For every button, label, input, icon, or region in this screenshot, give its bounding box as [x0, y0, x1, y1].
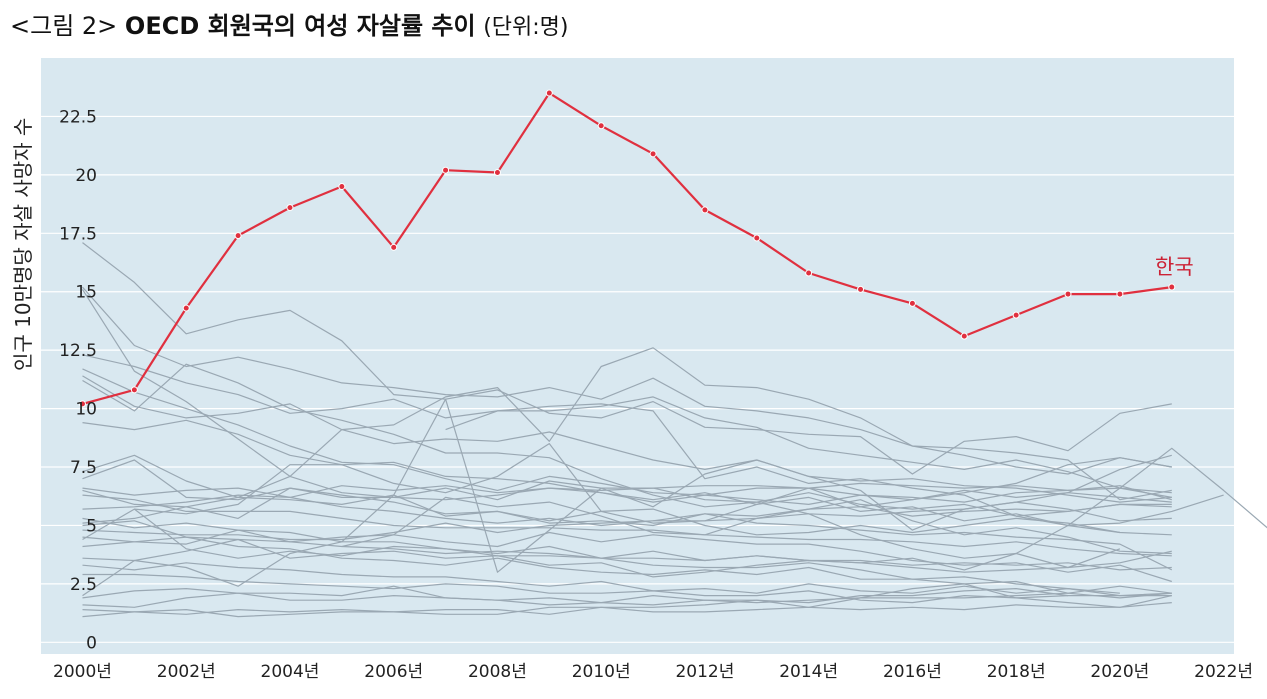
country-line [82, 536, 1172, 594]
plot-background [41, 58, 1234, 654]
korea-point [78, 400, 86, 408]
x-tick-label: 2008년 [468, 662, 527, 682]
y-tick-label: 0 [86, 633, 97, 653]
country-line [82, 482, 1172, 510]
y-tick-label: 5 [86, 516, 97, 536]
korea-point [649, 150, 657, 158]
country-line [82, 419, 1172, 536]
korea-point [701, 206, 709, 214]
country-line [82, 354, 1172, 494]
country-line [82, 503, 1172, 541]
korea-point [1064, 290, 1072, 298]
x-tick-label: 2018년 [987, 662, 1046, 682]
country-line [82, 494, 1172, 557]
y-tick-label: 15 [75, 283, 97, 303]
x-tick-label: 2010년 [572, 662, 631, 682]
korea-point [182, 304, 190, 312]
y-tick-label: 20 [75, 166, 97, 186]
y-tick-label: 2.5 [70, 575, 97, 595]
korea-point [338, 183, 346, 191]
korea-point [857, 285, 865, 293]
korea-point [390, 243, 398, 251]
korea-point [286, 204, 294, 212]
country-line [82, 529, 1120, 594]
y-tick-label: 7.5 [70, 458, 97, 478]
country-line [82, 587, 1172, 618]
country-line [82, 487, 1172, 524]
y-tick-label: 12.5 [59, 341, 97, 361]
korea-point [908, 299, 916, 307]
x-tick-label: 2002년 [157, 662, 216, 682]
x-tick-label: 2016년 [883, 662, 942, 682]
country-line [82, 602, 1172, 615]
x-tick-label: 2000년 [53, 662, 112, 682]
country-line [82, 242, 1172, 475]
korea-point [234, 232, 242, 240]
unit-label: (단위:명) [483, 15, 569, 40]
country-line [445, 403, 1224, 527]
y-tick-label: 22.5 [59, 107, 97, 127]
korea-point [130, 386, 138, 394]
x-tick-label: 2006년 [364, 662, 423, 682]
korea-point [597, 122, 605, 130]
country-line [134, 443, 1121, 536]
country-line [82, 457, 1172, 524]
country-line [82, 489, 1173, 571]
x-tick-label: 2014년 [779, 662, 838, 682]
korea-point [545, 89, 553, 97]
korea-point [960, 332, 968, 340]
title-text: OECD 회원국의 여성 자살률 추이 [124, 12, 476, 40]
country-line [82, 508, 1172, 571]
y-axis-ticks: 0 2.5 5 7.5 10 12.5 15 17.5 20 22.5 [59, 107, 97, 653]
x-tick-label: 2022년 [1194, 662, 1253, 682]
korea-point [1168, 283, 1176, 291]
y-axis-label: 인구 10만명당 자살 사망자 수 [11, 118, 35, 371]
korea-point [493, 169, 501, 177]
country-line [82, 583, 1069, 608]
country-line [82, 520, 1172, 571]
x-tick-label: 2020년 [1090, 662, 1149, 682]
y-tick-label: 17.5 [59, 224, 97, 244]
y-tick-label: 10 [75, 400, 97, 420]
x-tick-label: 2004년 [261, 662, 320, 682]
country-line [82, 286, 1172, 475]
korea-series [78, 89, 1176, 408]
korea-series-label: 한국 [1155, 255, 1194, 279]
country-line [81, 289, 1172, 501]
other-countries-lines [81, 242, 1267, 618]
country-line [82, 592, 1172, 608]
korea-line [82, 91, 1172, 405]
x-tick-label: 2012년 [675, 662, 734, 682]
figure-label: <그림 2> [10, 12, 118, 40]
x-axis-ticks: 2000년 2002년 2004년 2006년 2008년 2010년 2012년 2014년… [53, 662, 1253, 682]
korea-point [442, 166, 450, 174]
korea-point [753, 234, 761, 242]
chart-title: <그림 2> OECD 회원국의 여성 자살률 추이 (단위:명) [10, 6, 569, 41]
korea-point [1116, 290, 1124, 298]
korea-point [1012, 311, 1020, 319]
country-line [82, 538, 1121, 578]
korea-point [805, 269, 813, 277]
